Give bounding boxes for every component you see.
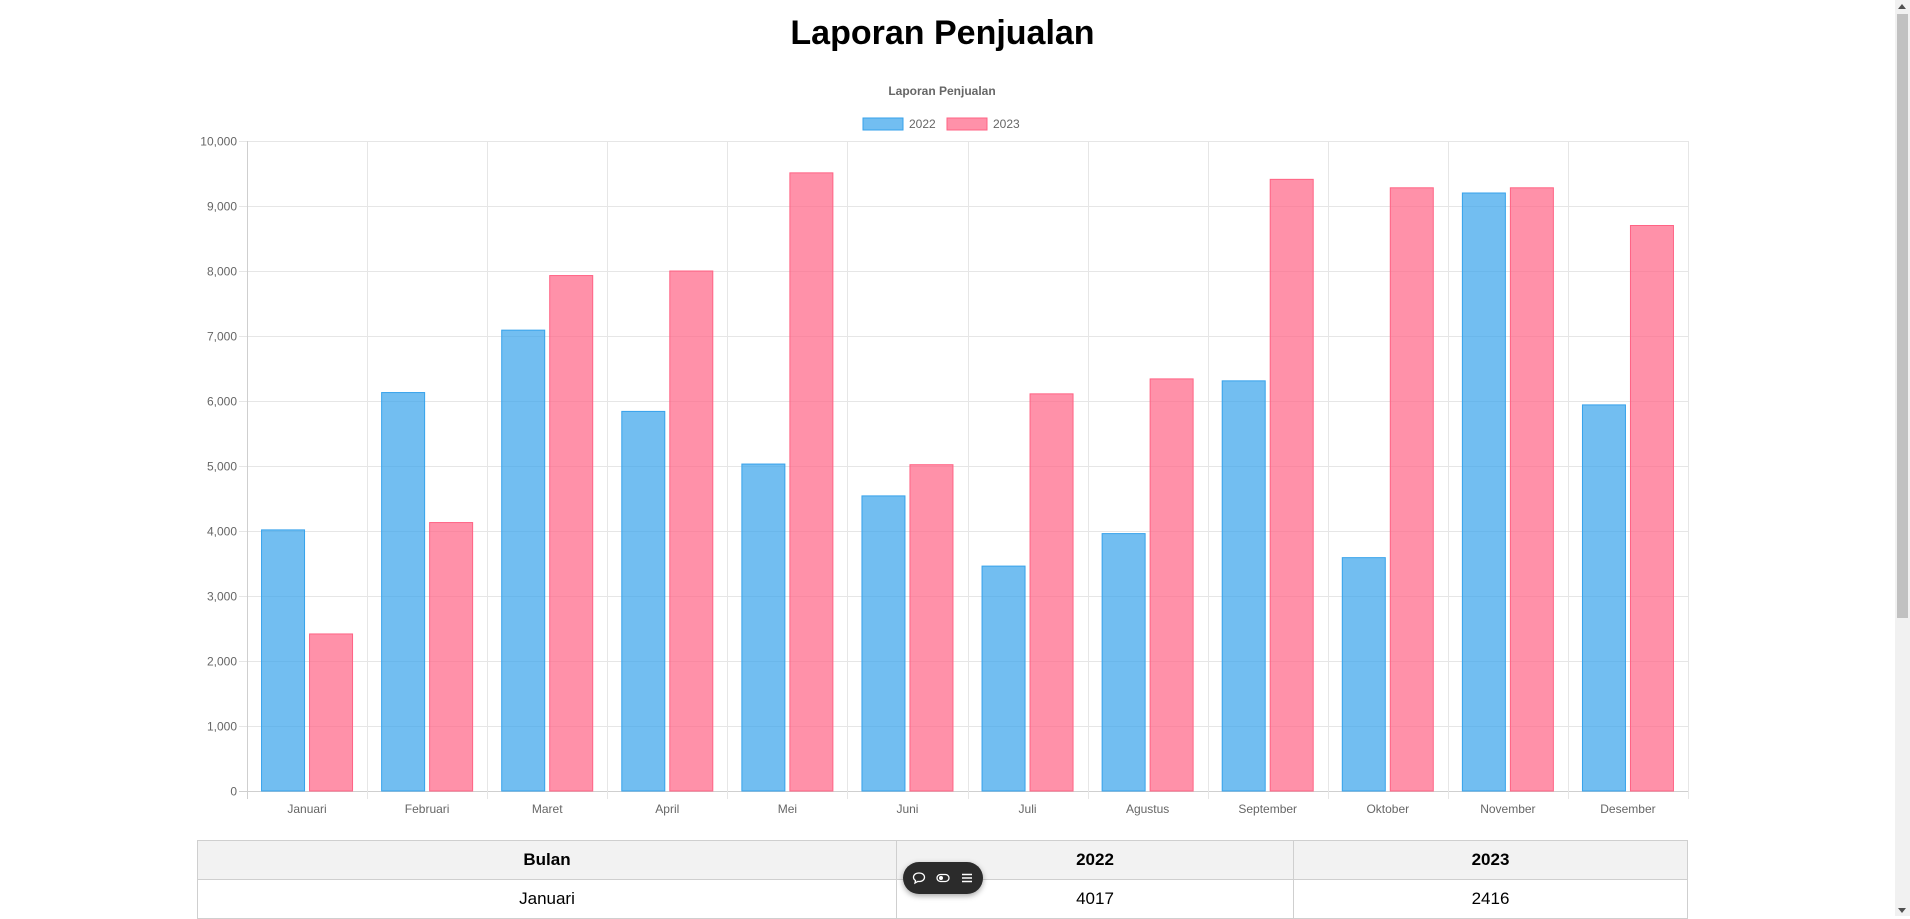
x-tick-label: Desember xyxy=(1600,802,1655,816)
x-tick-label: Agustus xyxy=(1126,802,1169,816)
page-title: Laporan Penjualan xyxy=(790,14,1095,52)
chart-bars xyxy=(261,172,1674,792)
cell-2023: 2416 xyxy=(1293,879,1688,919)
y-tick-label: 5,000 xyxy=(207,460,237,474)
bar-2023-Desember xyxy=(1629,225,1674,792)
bar-2022-November xyxy=(1461,192,1506,792)
toggle-icon[interactable] xyxy=(935,870,951,886)
y-axis: 0 1,000 2,000 3,000 4,000 5,000 6,000 7,000 8,00… xyxy=(200,135,237,799)
bar-2023-Januari xyxy=(309,633,354,792)
x-tick-label: Maret xyxy=(532,802,563,816)
table-header-row: Bulan 2022 2023 xyxy=(197,840,1688,880)
bar-2023-Februari xyxy=(429,522,474,792)
bar-2023-Maret xyxy=(549,275,594,792)
bar-2022-Juni xyxy=(861,495,906,792)
bar-2022-April xyxy=(621,410,666,792)
bar-2022-Juli xyxy=(981,565,1026,792)
bar-2022-Mei xyxy=(741,463,786,792)
cell-month: Januari xyxy=(197,879,897,919)
x-axis: Januari Februari Maret April Mei Juni Juli Agus… xyxy=(287,802,1655,816)
bar-2022-Maret xyxy=(501,329,546,792)
column-header-month: Bulan xyxy=(197,840,897,880)
bar-2022-Oktober xyxy=(1341,557,1386,792)
x-tick-label: September xyxy=(1238,802,1297,816)
bar-2023-Oktober xyxy=(1389,187,1434,792)
bar-2023-November xyxy=(1509,187,1554,792)
x-tick-label: Oktober xyxy=(1366,802,1409,816)
scroll-up-arrow-icon[interactable] xyxy=(1898,4,1906,9)
column-header-2023: 2023 xyxy=(1293,840,1688,880)
y-tick-label: 7,000 xyxy=(207,330,237,344)
x-tick-label: Mei xyxy=(778,802,797,816)
chart-grid xyxy=(239,141,1689,799)
legend-swatch-2022 xyxy=(862,117,904,131)
y-tick-label: 6,000 xyxy=(207,395,237,409)
bar-2022-Desember xyxy=(1581,404,1626,792)
sales-table: Bulan 2022 2023 Januari 4017 2416 xyxy=(197,840,1688,919)
y-tick-label: 10,000 xyxy=(200,135,237,149)
bar-2022-Agustus xyxy=(1101,533,1146,792)
y-tick-label: 9,000 xyxy=(207,200,237,214)
chat-bubble-icon[interactable] xyxy=(911,870,927,886)
bar-2022-September xyxy=(1221,380,1266,792)
x-tick-label: Juni xyxy=(896,802,918,816)
x-tick-label: November xyxy=(1480,802,1535,816)
y-tick-label: 8,000 xyxy=(207,265,237,279)
y-tick-label: 2,000 xyxy=(207,655,237,669)
bar-2023-April xyxy=(669,270,714,792)
legend-label-2022: 2022 xyxy=(909,117,936,131)
chart-title: Laporan Penjualan xyxy=(888,84,995,98)
table-row: Januari 4017 2416 xyxy=(197,879,1688,919)
x-tick-label: Februari xyxy=(405,802,450,816)
menu-icon[interactable] xyxy=(959,870,975,886)
floating-toolbar xyxy=(903,862,983,894)
bar-2022-Februari xyxy=(381,392,426,792)
bar-2023-Mei xyxy=(789,172,834,792)
y-tick-label: 4,000 xyxy=(207,525,237,539)
x-tick-label: Januari xyxy=(287,802,326,816)
chart-legend[interactable]: 2022 2023 xyxy=(862,117,1020,131)
x-tick-label: Juli xyxy=(1019,802,1037,816)
bar-2023-September xyxy=(1269,178,1314,792)
y-tick-label: 1,000 xyxy=(207,720,237,734)
y-tick-label: 3,000 xyxy=(207,590,237,604)
y-tick-label: 0 xyxy=(230,785,237,799)
legend-swatch-2023 xyxy=(946,117,988,131)
scrollbar-thumb[interactable] xyxy=(1897,14,1908,618)
sales-bar-chart: Laporan Penjualan 2022 2023 0 1,000 2,000 3,… xyxy=(200,84,1689,816)
bar-2023-Juli xyxy=(1029,393,1074,792)
bar-2023-Agustus xyxy=(1149,378,1194,792)
legend-label-2023: 2023 xyxy=(993,117,1020,131)
bar-2022-Januari xyxy=(261,529,306,792)
scroll-down-arrow-icon[interactable] xyxy=(1898,908,1906,913)
x-tick-label: April xyxy=(655,802,679,816)
bar-2023-Juni xyxy=(909,464,954,792)
vertical-scrollbar[interactable] xyxy=(1895,0,1910,916)
